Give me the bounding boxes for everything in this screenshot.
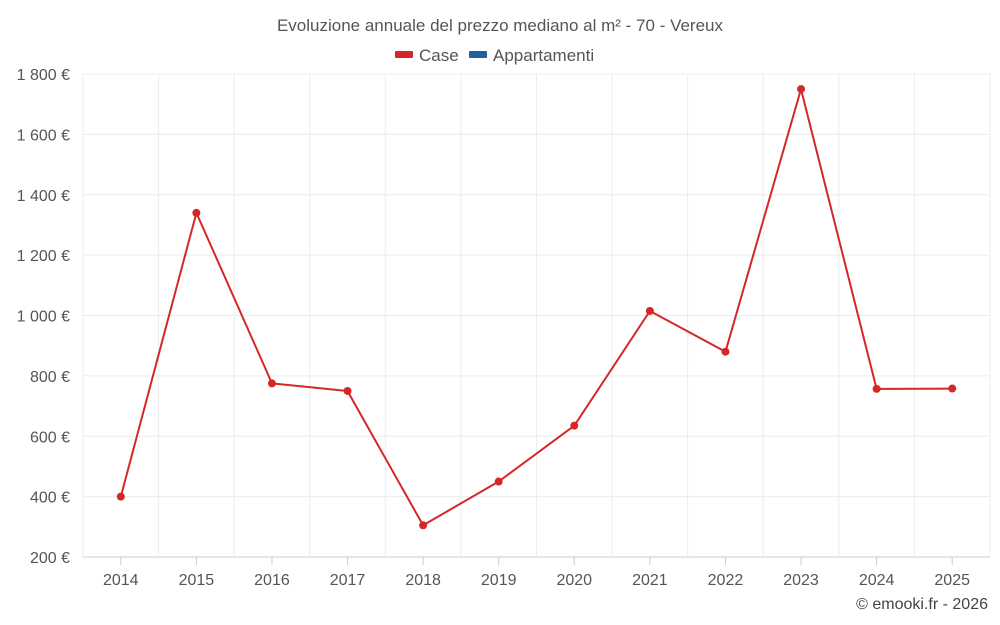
data-point-case-2017[interactable] <box>343 386 352 395</box>
x-tick-label: 2024 <box>859 572 895 589</box>
series-case <box>116 85 957 530</box>
x-tick-label: 2015 <box>179 572 215 589</box>
legend-swatch-appartamenti <box>469 51 487 58</box>
data-point-case-2025[interactable] <box>948 384 957 393</box>
x-tick-label: 2019 <box>481 572 517 589</box>
data-point-case-2016[interactable] <box>267 379 276 388</box>
x-tick-label: 2025 <box>934 572 970 589</box>
legend: Case Appartamenti <box>395 46 594 65</box>
data-point-case-2021[interactable] <box>645 306 654 315</box>
x-tick-label: 2020 <box>556 572 592 589</box>
x-tick-label: 2014 <box>103 572 139 589</box>
axes: 200 € 400 € 600 € 800 € 1 000 € 1 200 € 1 400 … <box>17 67 970 589</box>
x-tick-label: 2016 <box>254 572 290 589</box>
credit-text: © emooki.fr - 2026 <box>856 596 988 613</box>
y-tick-label: 1 200 € <box>17 248 70 265</box>
legend-label-case: Case <box>419 46 459 65</box>
data-point-case-2024[interactable] <box>872 384 881 393</box>
data-point-case-2022[interactable] <box>721 347 730 356</box>
x-tick-label: 2021 <box>632 572 668 589</box>
chart-title: Evoluzione annuale del prezzo mediano al… <box>277 16 724 35</box>
data-point-case-2015[interactable] <box>192 208 201 217</box>
legend-swatch-case <box>395 51 413 58</box>
data-point-case-2020[interactable] <box>570 421 579 430</box>
x-tick-label: 2022 <box>708 572 744 589</box>
data-point-case-2018[interactable] <box>419 521 428 530</box>
y-tick-label: 1 800 € <box>17 67 70 84</box>
y-tick-label: 600 € <box>30 429 70 446</box>
legend-item-case[interactable]: Case <box>395 46 459 65</box>
y-tick-label: 1 400 € <box>17 188 70 205</box>
y-tick-label: 200 € <box>30 550 70 567</box>
x-tick-label: 2018 <box>405 572 441 589</box>
legend-label-appartamenti: Appartamenti <box>493 46 594 65</box>
series-line-case <box>119 88 953 527</box>
legend-item-appartamenti[interactable]: Appartamenti <box>469 46 594 65</box>
x-tick-label: 2023 <box>783 572 819 589</box>
data-point-case-2019[interactable] <box>494 477 503 486</box>
y-tick-label: 800 € <box>30 369 70 386</box>
data-point-case-2014[interactable] <box>116 492 125 501</box>
data-point-case-2023[interactable] <box>797 85 806 94</box>
y-tick-label: 1 600 € <box>17 127 70 144</box>
x-tick-label: 2017 <box>330 572 366 589</box>
y-tick-label: 1 000 € <box>17 309 70 326</box>
y-tick-label: 400 € <box>30 490 70 507</box>
grid <box>82 73 991 558</box>
